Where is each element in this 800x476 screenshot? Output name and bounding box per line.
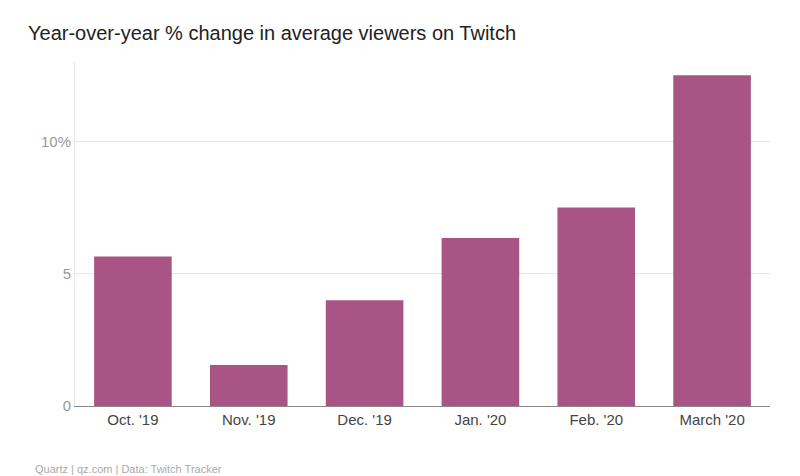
svg-text:10%: 10% (41, 133, 71, 150)
svg-text:Nov. '19: Nov. '19 (222, 411, 275, 428)
svg-text:5: 5 (63, 265, 71, 282)
svg-text:Oct. '19: Oct. '19 (107, 411, 158, 428)
svg-text:0: 0 (63, 397, 71, 414)
svg-text:Year-over-year % change in ave: Year-over-year % change in average viewe… (28, 22, 516, 44)
svg-text:Jan. '20: Jan. '20 (454, 411, 506, 428)
svg-text:Feb. '20: Feb. '20 (569, 411, 623, 428)
svg-text:Dec. '19: Dec. '19 (337, 411, 392, 428)
svg-text:March '20: March '20 (679, 411, 744, 428)
svg-text:Quartz | qz.com | Data: Twitch: Quartz | qz.com | Data: Twitch Tracker (35, 463, 222, 475)
